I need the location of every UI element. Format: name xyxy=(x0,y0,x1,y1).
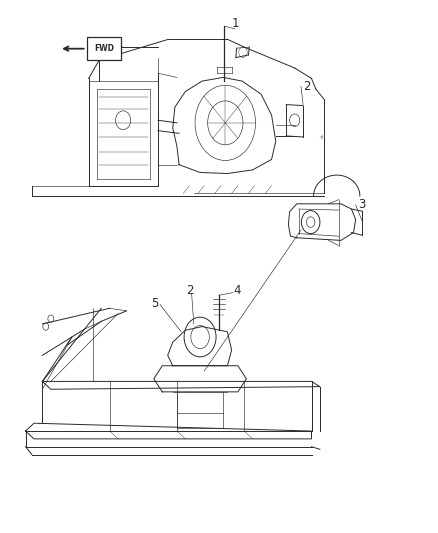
FancyBboxPatch shape xyxy=(87,37,121,60)
Text: 2: 2 xyxy=(303,80,311,93)
Text: 2: 2 xyxy=(186,284,193,296)
Text: FWD: FWD xyxy=(94,44,114,53)
Text: 4: 4 xyxy=(234,284,241,296)
Text: 5: 5 xyxy=(151,296,158,310)
Text: 1: 1 xyxy=(232,17,240,30)
Text: 3: 3 xyxy=(358,198,365,212)
